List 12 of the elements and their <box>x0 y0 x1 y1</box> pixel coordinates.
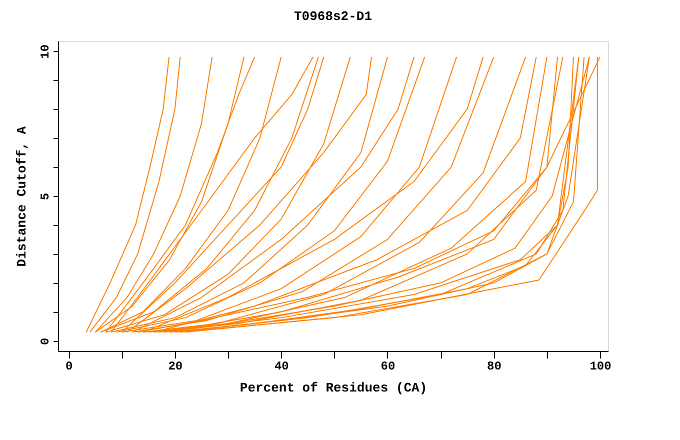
y-tick-label: 5 <box>38 192 52 200</box>
x-tick-label: 20 <box>168 360 183 374</box>
x-tick-label: 60 <box>380 360 396 374</box>
y-axis-title: Distance Cutoff, A <box>14 126 30 267</box>
x-tick-label: 100 <box>590 360 612 374</box>
x-tick-label: 0 <box>66 360 73 374</box>
y-tick-label: 10 <box>38 44 52 59</box>
x-tick-label: 40 <box>274 360 289 374</box>
x-axis-title: Percent of Residues (CA) <box>240 380 428 396</box>
x-tick-label: 80 <box>487 360 502 374</box>
chart-title: T0968s2-D1 <box>294 9 372 24</box>
y-tick-label: 0 <box>38 338 52 345</box>
